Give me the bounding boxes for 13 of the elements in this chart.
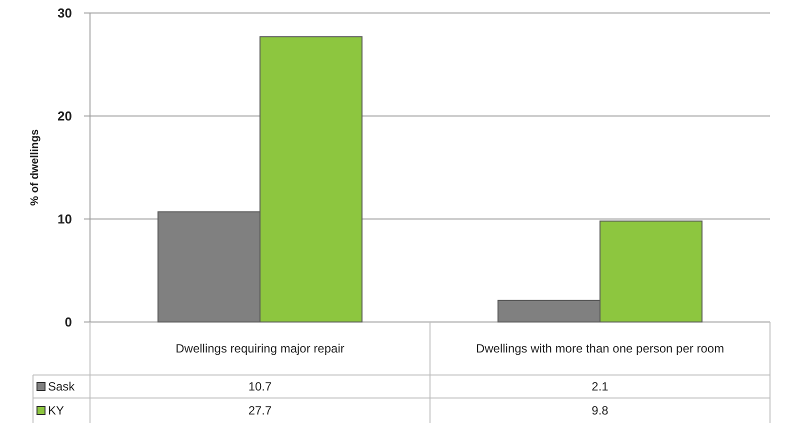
x-tick-label: Dwellings requiring major repair	[176, 342, 344, 356]
x-tick-label: Dwellings with more than one person per room	[476, 342, 724, 356]
legend-label: Sask	[48, 380, 76, 394]
data-label: 27.7	[248, 404, 272, 418]
y-axis-title: % of dwellings	[29, 129, 41, 206]
y-tick-label: 30	[58, 6, 72, 21]
data-label: 2.1	[592, 380, 609, 394]
legend-label: KY	[48, 404, 64, 418]
data-label: 9.8	[592, 404, 609, 418]
y-tick-label: 20	[58, 108, 72, 124]
y-tick-label: 0	[64, 314, 72, 330]
y-tick-label: 10	[58, 212, 72, 227]
data-label: 10.7	[248, 380, 272, 394]
